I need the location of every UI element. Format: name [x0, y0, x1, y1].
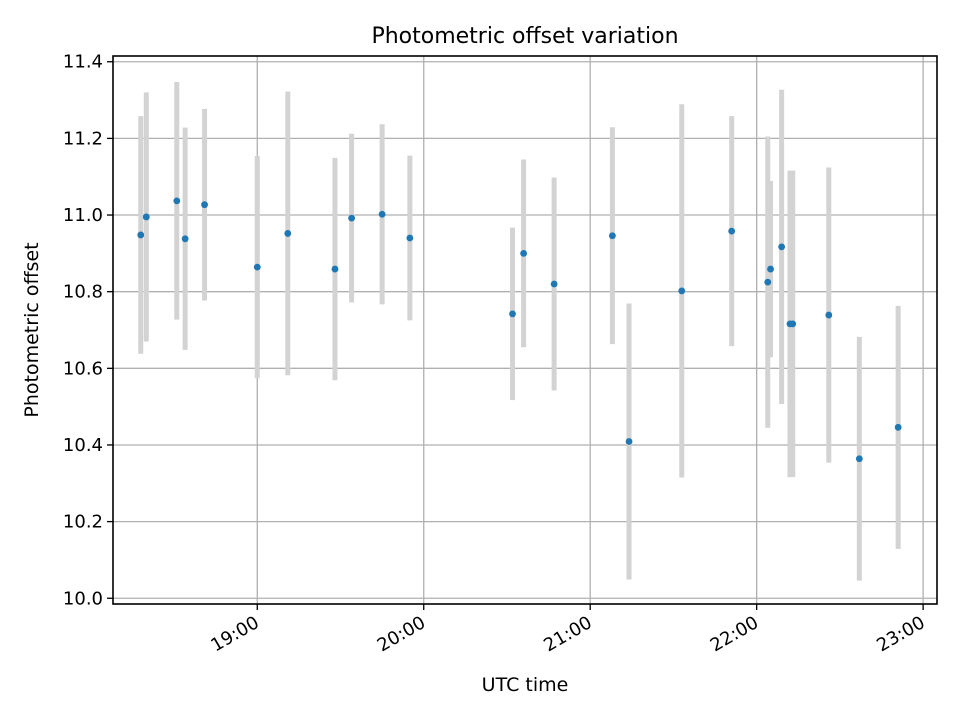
- plot-frame: [112, 55, 938, 605]
- data-point: [789, 320, 797, 328]
- data-points: [137, 197, 902, 463]
- data-point: [550, 280, 558, 288]
- data-point: [520, 249, 528, 257]
- data-point: [142, 213, 150, 221]
- data-point: [181, 235, 189, 243]
- data-point: [767, 265, 774, 273]
- data-point: [284, 230, 292, 237]
- data-point: [855, 455, 863, 463]
- data-point: [778, 243, 786, 251]
- data-point: [173, 197, 181, 205]
- data-point: [764, 278, 772, 286]
- chart-title: Photometric offset variation: [371, 24, 678, 49]
- data-point: [137, 231, 145, 239]
- data-point: [406, 234, 414, 242]
- y-tick-label: 10.0: [63, 588, 103, 609]
- data-point: [253, 263, 261, 271]
- data-point: [678, 287, 686, 295]
- data-point: [331, 265, 339, 273]
- x-axis-label: UTC time: [482, 674, 569, 696]
- data-point: [348, 214, 355, 222]
- y-tick-label: 10.6: [63, 358, 103, 379]
- data-point: [894, 423, 902, 431]
- data-point: [825, 311, 833, 319]
- y-axis-label: Photometric offset: [21, 242, 43, 417]
- data-point: [728, 227, 736, 235]
- y-tick-label: 10.8: [63, 282, 103, 303]
- y-tick-label: 11.2: [63, 128, 103, 149]
- y-tick-label: 10.4: [63, 435, 103, 456]
- data-point: [608, 232, 616, 240]
- y-tick-label: 10.2: [63, 512, 103, 533]
- data-point: [378, 210, 386, 218]
- data-point: [509, 310, 516, 318]
- data-point: [625, 438, 633, 445]
- y-tick-label: 11.4: [63, 52, 103, 73]
- y-tick-label: 11.0: [63, 205, 103, 226]
- data-point: [201, 201, 208, 209]
